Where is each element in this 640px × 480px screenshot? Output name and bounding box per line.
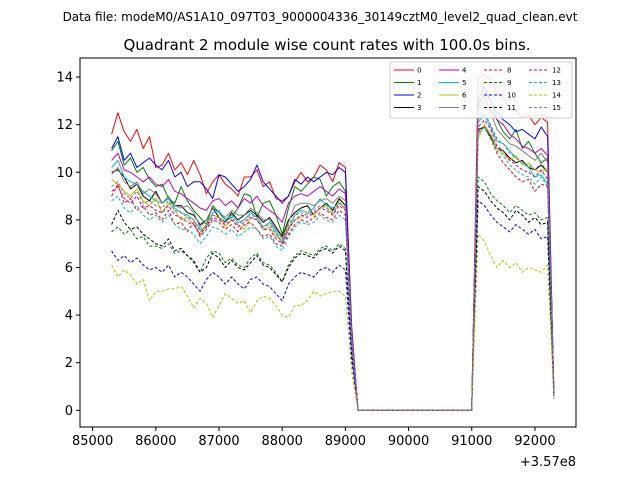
x-tick-label: 89000 <box>325 434 366 449</box>
legend-frame <box>389 61 573 119</box>
legend-label-1: 1 <box>417 79 421 87</box>
legend-label-9: 9 <box>507 79 511 87</box>
y-tick-label: 0 <box>65 404 73 419</box>
series-line-11 <box>111 186 555 411</box>
chart-title: Quadrant 2 module wise count rates with … <box>123 36 530 54</box>
legend-label-14: 14 <box>552 92 561 100</box>
legend-label-7: 7 <box>462 104 466 112</box>
legend-label-15: 15 <box>552 104 561 112</box>
x-offset-label: +3.57e8 <box>520 455 576 470</box>
y-tick-label: 6 <box>65 261 73 276</box>
legend-label-10: 10 <box>507 92 516 100</box>
x-tick-label: 87000 <box>198 434 239 449</box>
legend-label-0: 0 <box>417 67 421 75</box>
series-line-10 <box>111 200 555 411</box>
y-tick-label: 2 <box>65 356 73 371</box>
legend-label-2: 2 <box>417 92 421 100</box>
legend-label-5: 5 <box>462 79 466 87</box>
legend-label-3: 3 <box>417 104 421 112</box>
x-tick-label: 86000 <box>135 434 176 449</box>
y-tick-label: 8 <box>65 213 73 228</box>
x-tick-label: 91000 <box>451 434 492 449</box>
legend-label-13: 13 <box>552 79 561 87</box>
series-line-12 <box>111 119 555 411</box>
series-line-8 <box>111 126 555 411</box>
legend-label-8: 8 <box>507 67 511 75</box>
series-line-14 <box>111 233 555 411</box>
y-tick-label: 10 <box>56 166 73 181</box>
plot-frame <box>79 57 577 428</box>
series-line-13 <box>111 126 555 411</box>
data-file-suptitle: Data file: modeM0/AS1A10_097T03_90000043… <box>63 10 578 24</box>
y-axis: 0 2 4 6 8 10 12 14 <box>56 71 80 419</box>
y-tick-label: 14 <box>56 71 73 86</box>
legend-label-12: 12 <box>552 67 561 75</box>
y-tick-label: 12 <box>56 118 73 133</box>
y-tick-label: 4 <box>65 309 73 324</box>
legend-label-4: 4 <box>462 67 467 75</box>
x-tick-label: 92000 <box>514 434 555 449</box>
series-line-5 <box>111 114 555 411</box>
x-axis: 85000 86000 87000 88000 89000 90000 91000 92000 <box>72 427 556 449</box>
legend-label-6: 6 <box>462 92 467 100</box>
legend-label-11: 11 <box>507 104 516 112</box>
x-tick-label: 88000 <box>262 434 303 449</box>
series-line-3 <box>111 126 555 411</box>
x-tick-label: 90000 <box>388 434 429 449</box>
x-tick-label: 85000 <box>72 434 113 449</box>
